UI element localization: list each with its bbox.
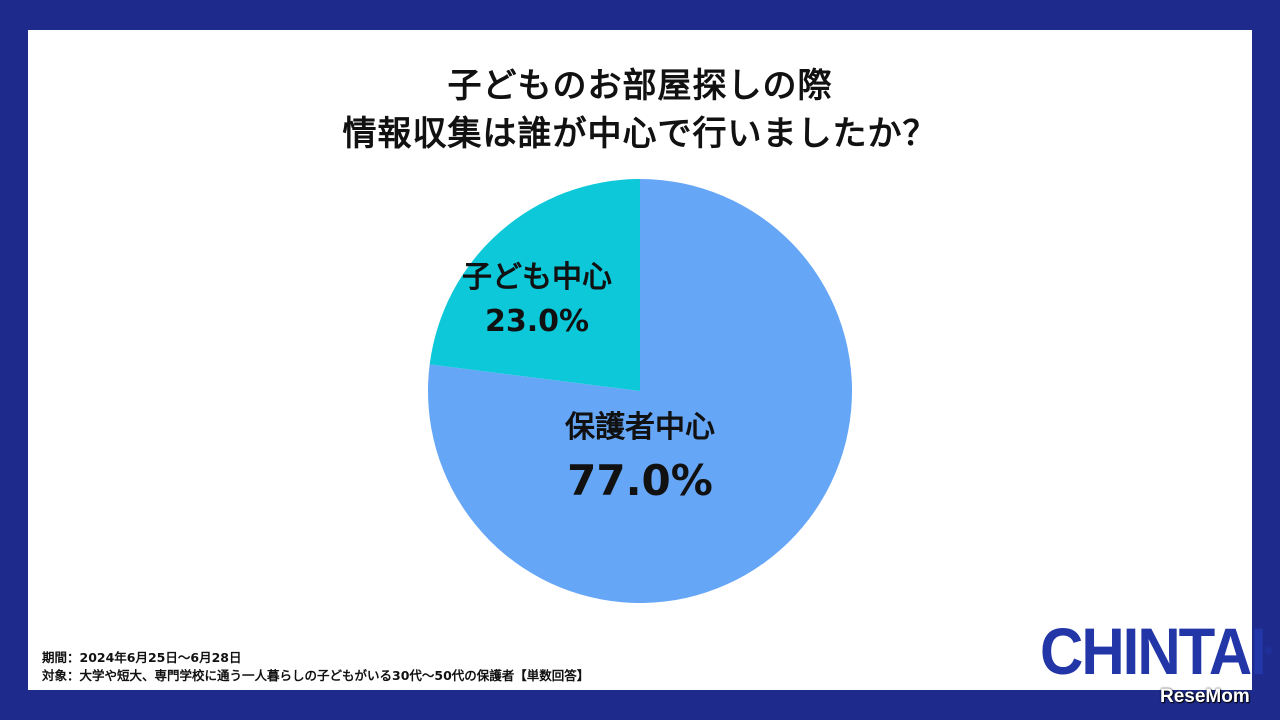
chart-title-line-1: 子どものお部屋探しの際 — [447, 66, 833, 106]
pie-slice-child — [429, 179, 640, 391]
slice-label-guardian-value: 77.0% — [567, 456, 713, 505]
survey-target: 対象：大学や短大、専門学校に通う一人暮らしの子どもがいる30代〜50代の保護者【… — [42, 668, 590, 683]
chart-title: 子どものお部屋探しの際 情報収集は誰が中心で行いましたか？ — [0, 62, 1280, 158]
slice-label-child: 子ども中心 23.0% — [447, 258, 627, 342]
slice-label-child-value: 23.0% — [484, 304, 590, 339]
slice-label-guardian-name: 保護者中心 — [565, 410, 715, 445]
slice-label-child-name: 子ども中心 — [462, 260, 612, 295]
chintai-logo-reg-mark: ® — [1264, 645, 1273, 658]
chintai-logo: CHINTAI® — [1040, 617, 1272, 686]
survey-notes: 期間：2024年6月25日〜6月28日 対象：大学や短大、専門学校に通う一人暮ら… — [42, 649, 589, 685]
slice-label-guardian: 保護者中心 77.0% — [540, 406, 740, 508]
chintai-logo-text: CHINTAI — [1040, 614, 1267, 689]
resemom-watermark: ReseMom — [1160, 686, 1250, 707]
chart-title-line-2: 情報収集は誰が中心で行いましたか？ — [342, 114, 938, 154]
survey-period: 期間：2024年6月25日〜6月28日 — [42, 650, 242, 665]
